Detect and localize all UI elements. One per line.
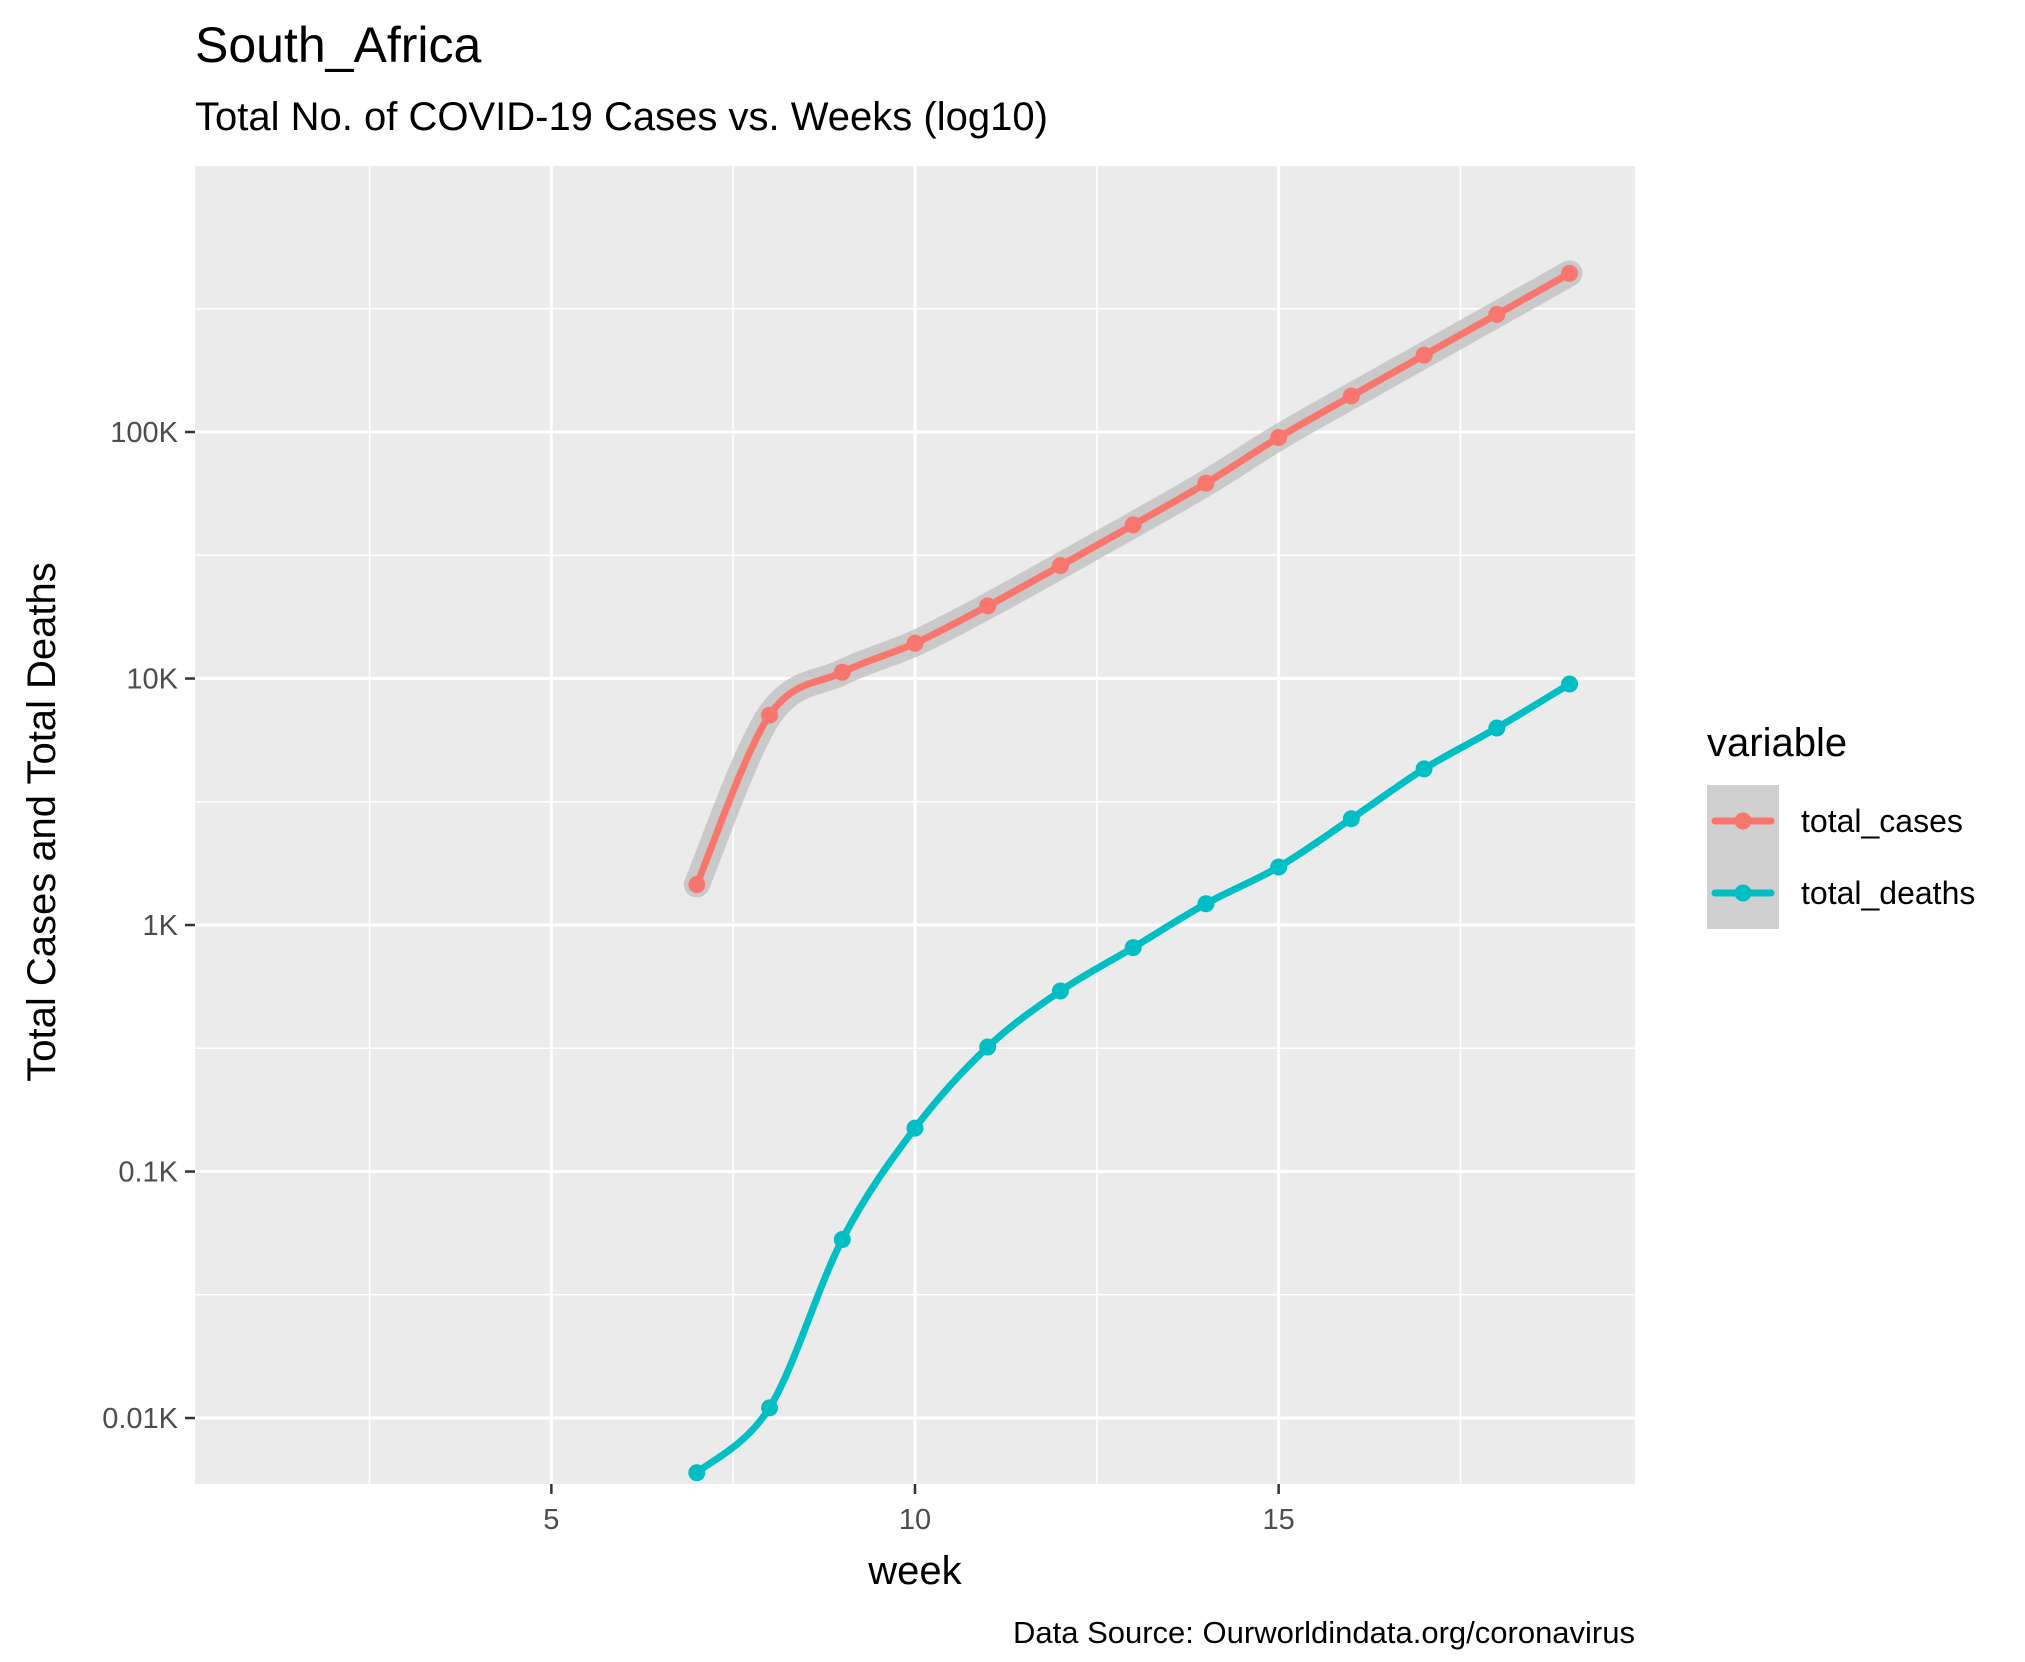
chart-subtitle: Total No. of COVID-19 Cases vs. Weeks (l… bbox=[195, 95, 1048, 139]
grid-major bbox=[195, 166, 1635, 1484]
point-total_deaths bbox=[688, 1464, 706, 1482]
chart-title: South_Africa bbox=[195, 17, 481, 73]
caption: Data Source: Ourworldindata.org/coronavi… bbox=[1013, 1615, 1635, 1650]
y-axis: 0.01K 0.1K 1K 10K 100K bbox=[102, 417, 195, 1435]
x-tick-label: 10 bbox=[899, 1504, 931, 1536]
point-total_deaths bbox=[906, 1119, 924, 1137]
point-total_deaths bbox=[1270, 858, 1288, 876]
y-tick-label: 10K bbox=[126, 664, 178, 696]
legend-key-point bbox=[1734, 884, 1752, 902]
point-total_deaths bbox=[1342, 810, 1360, 828]
legend-title: variable bbox=[1707, 721, 1847, 765]
y-tick-label: 0.1K bbox=[118, 1157, 178, 1189]
legend-key-point bbox=[1734, 812, 1752, 830]
point-total_cases bbox=[1561, 264, 1579, 282]
point-total_cases bbox=[688, 876, 706, 894]
point-total_deaths bbox=[833, 1230, 851, 1248]
point-total_cases bbox=[1488, 305, 1506, 323]
legend-label-total_deaths: total_deaths bbox=[1801, 875, 1975, 911]
point-total_deaths bbox=[1051, 982, 1069, 1000]
y-tick-label: 1K bbox=[143, 910, 179, 942]
point-total_cases bbox=[979, 597, 997, 615]
x-tick-label: 5 bbox=[543, 1504, 559, 1536]
series-points bbox=[688, 264, 1579, 1482]
x-tick-label: 15 bbox=[1263, 1504, 1295, 1536]
point-total_deaths bbox=[1197, 895, 1215, 913]
point-total_cases bbox=[1270, 429, 1288, 447]
point-total_deaths bbox=[1415, 760, 1433, 778]
legend-label-total_cases: total_cases bbox=[1801, 803, 1963, 839]
x-axis-title: week bbox=[867, 1549, 962, 1593]
point-total_cases bbox=[1197, 474, 1215, 492]
point-total_cases bbox=[1051, 557, 1069, 575]
point-total_cases bbox=[1124, 516, 1142, 534]
point-total_deaths bbox=[1561, 675, 1579, 693]
x-axis: 5 10 15 bbox=[543, 1484, 1295, 1536]
y-tick-label: 100K bbox=[110, 417, 178, 449]
point-total_cases bbox=[1415, 346, 1433, 364]
point-total_cases bbox=[906, 634, 924, 652]
y-tick-label: 0.01K bbox=[102, 1403, 178, 1435]
legend: total_cases total_deaths bbox=[1707, 785, 1975, 929]
point-total_deaths bbox=[1488, 719, 1506, 737]
point-total_cases bbox=[1342, 387, 1360, 405]
y-axis-title: Total Cases and Total Deaths bbox=[20, 562, 64, 1082]
point-total_deaths bbox=[761, 1399, 779, 1417]
point-total_deaths bbox=[1124, 939, 1142, 957]
point-total_cases bbox=[833, 663, 851, 681]
point-total_deaths bbox=[979, 1038, 997, 1056]
point-total_cases bbox=[761, 706, 779, 724]
